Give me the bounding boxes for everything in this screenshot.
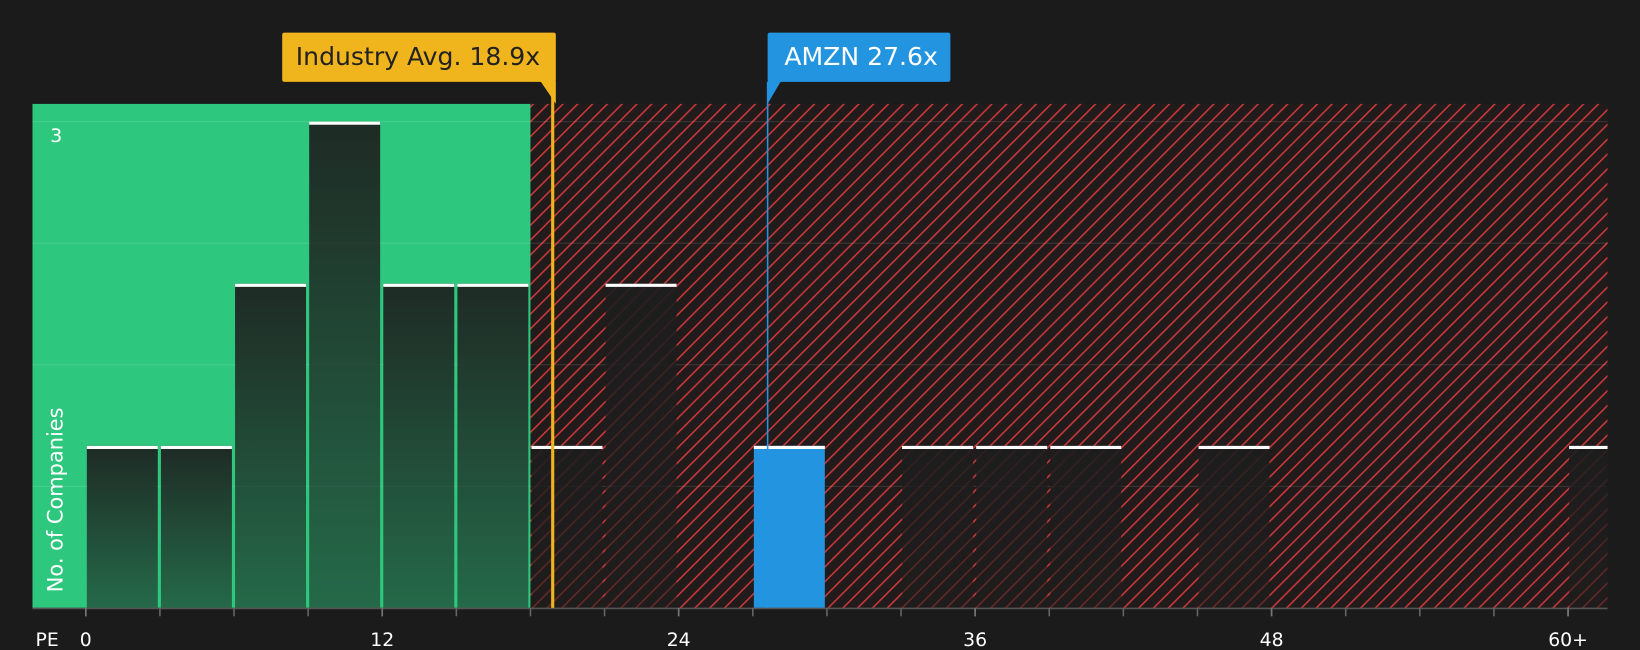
bar	[309, 121, 381, 608]
annotation-box	[282, 32, 556, 82]
annotation-label: AMZN 27.6x	[784, 42, 938, 71]
bar	[457, 283, 529, 608]
y-tick-label: 3	[50, 126, 62, 147]
bar	[531, 445, 603, 608]
x-tick-label: 12	[370, 630, 394, 650]
annotation: Industry Avg. 18.9x	[282, 32, 556, 104]
bar	[235, 283, 307, 608]
bar	[976, 445, 1048, 608]
x-tick-label: 48	[1260, 630, 1284, 650]
bar	[383, 283, 455, 608]
bar	[1198, 445, 1270, 608]
x-tick-label: 60+	[1548, 630, 1588, 650]
y-axis-label: No. of Companies	[43, 407, 67, 592]
bar	[753, 445, 825, 608]
x-tick-label: 0	[80, 630, 92, 650]
bar	[1569, 445, 1608, 608]
annotation-label: Industry Avg. 18.9x	[296, 42, 540, 71]
x-axis-label: PE	[36, 630, 59, 650]
bar	[605, 283, 677, 608]
bar	[86, 445, 158, 608]
annotation-box	[767, 32, 951, 82]
bar	[160, 445, 232, 608]
annotation-tail	[540, 80, 556, 104]
annotation-tail	[767, 80, 782, 104]
x-tick-label: 36	[963, 630, 987, 650]
x-tick-label: 24	[667, 630, 691, 650]
bar	[1050, 445, 1122, 608]
annotation: AMZN 27.6x	[767, 32, 951, 104]
bar	[902, 445, 974, 608]
